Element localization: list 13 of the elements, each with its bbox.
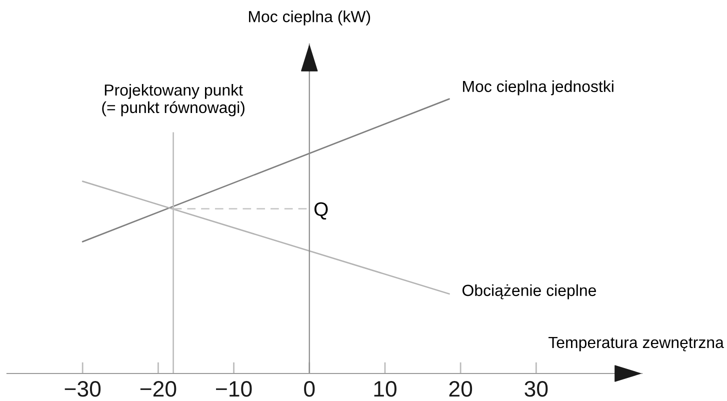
annotation: Q — [314, 202, 328, 220]
y-axis-title: Moc cieplna (kW) — [249, 10, 370, 26]
series-label: Moc cieplna jednostki — [463, 80, 614, 96]
x-tick-label: −10 — [216, 381, 252, 397]
x-tick-label: 0 — [304, 381, 315, 397]
x-tick-label: −30 — [64, 381, 101, 397]
x-tick-label: 10 — [374, 381, 396, 397]
x-axis-title: Temperatura zewnętrzna — [548, 336, 724, 352]
x-tick-label: 30 — [524, 381, 548, 397]
x-tick-label: −20 — [140, 381, 176, 397]
ref-line-label: Projektowany punkt (= punkt równowagi) — [102, 84, 244, 116]
series-label: Obciążenie cieplne — [462, 284, 596, 300]
x-tick-label: 20 — [449, 381, 472, 397]
